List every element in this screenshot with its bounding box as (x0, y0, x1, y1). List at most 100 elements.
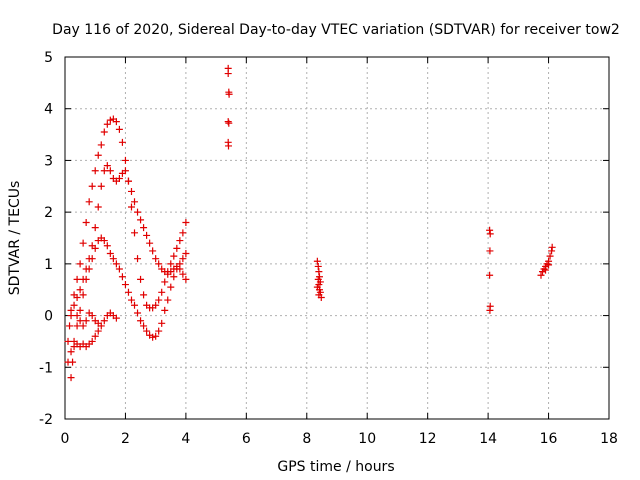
data-point (106, 250, 114, 258)
data-point (176, 237, 184, 245)
data-point (121, 156, 129, 164)
data-point (182, 218, 190, 226)
data-point (100, 128, 108, 136)
y-tick-label: 0 (44, 309, 53, 325)
data-point (103, 120, 111, 128)
data-point (73, 293, 81, 301)
data-point (140, 291, 148, 299)
data-point (73, 322, 81, 330)
series-sat-d (67, 162, 190, 320)
data-point (182, 250, 190, 258)
data-point (112, 260, 120, 268)
data-point (97, 182, 105, 190)
data-point (103, 242, 111, 250)
data-point (486, 271, 494, 279)
data-point (131, 198, 139, 206)
data-point (64, 358, 72, 366)
data-point (97, 141, 105, 149)
data-point (94, 151, 102, 159)
x-tick-label: 12 (419, 431, 437, 447)
data-point (76, 306, 84, 314)
data-point (179, 255, 187, 263)
data-point (79, 322, 87, 330)
data-point (112, 314, 120, 322)
data-point (170, 252, 178, 260)
data-point (124, 177, 132, 185)
data-point (73, 312, 81, 320)
chart-title: Day 116 of 2020, Sidereal Day-to-day VTE… (52, 22, 620, 38)
x-tick-label: 0 (61, 431, 70, 447)
data-point (121, 281, 129, 289)
data-point (179, 270, 187, 278)
x-tick-label: 18 (600, 431, 618, 447)
data-point (67, 374, 75, 382)
x-tick-label: 8 (302, 431, 311, 447)
data-point (82, 218, 90, 226)
data-point (94, 319, 102, 327)
x-tick-label: 2 (121, 431, 130, 447)
data-point (545, 261, 553, 269)
data-point (127, 187, 135, 195)
data-point (140, 224, 148, 232)
data-point (109, 255, 117, 263)
data-point (82, 265, 90, 273)
data-point (176, 265, 184, 273)
x-tick-label: 4 (181, 431, 190, 447)
y-tick-label: 2 (44, 205, 53, 221)
data-point (112, 118, 120, 126)
data-point (100, 237, 108, 245)
plot-frame (64, 56, 610, 420)
y-tick-label: -1 (39, 360, 53, 376)
data-point (66, 322, 74, 330)
series-sat-a (64, 115, 190, 345)
data-point (224, 70, 232, 78)
data-point (79, 275, 87, 283)
data-point (76, 286, 84, 294)
series-sat-f (224, 64, 233, 150)
data-point (134, 255, 142, 263)
data-point (167, 283, 175, 291)
data-point (486, 226, 494, 234)
data-point (137, 275, 145, 283)
data-point (131, 229, 139, 237)
data-point (127, 296, 135, 304)
data-point (134, 309, 142, 317)
data-point (94, 327, 102, 335)
data-point (146, 239, 154, 247)
data-point (315, 268, 323, 276)
data-point (73, 275, 81, 283)
data-point (67, 312, 75, 320)
series-sat-i (537, 243, 556, 279)
data-point (167, 260, 175, 268)
x-tick-label: 6 (242, 431, 251, 447)
data-point (173, 244, 181, 252)
data-point (115, 175, 123, 183)
data-point (158, 288, 166, 296)
data-point (170, 273, 178, 281)
data-point (548, 243, 556, 251)
data-point (115, 265, 123, 273)
data-point (85, 198, 93, 206)
data-point (143, 231, 151, 239)
data-point (85, 255, 93, 263)
data-point (149, 333, 157, 341)
data-point (100, 167, 108, 175)
data-point (486, 306, 494, 314)
data-point (317, 293, 325, 301)
data-point (313, 257, 321, 265)
data-point (70, 301, 78, 309)
data-point (106, 167, 114, 175)
data-point (103, 162, 111, 170)
data-point (537, 271, 545, 279)
series-sat-e (73, 309, 102, 330)
x-tick-label: 16 (540, 431, 558, 447)
data-point (88, 312, 96, 320)
data-point (118, 138, 126, 146)
data-point (76, 317, 84, 325)
y-tick-label: 1 (44, 257, 53, 273)
data-point (91, 224, 99, 232)
data-point (76, 260, 84, 268)
series-sat-b (67, 234, 190, 382)
data-point (94, 203, 102, 211)
